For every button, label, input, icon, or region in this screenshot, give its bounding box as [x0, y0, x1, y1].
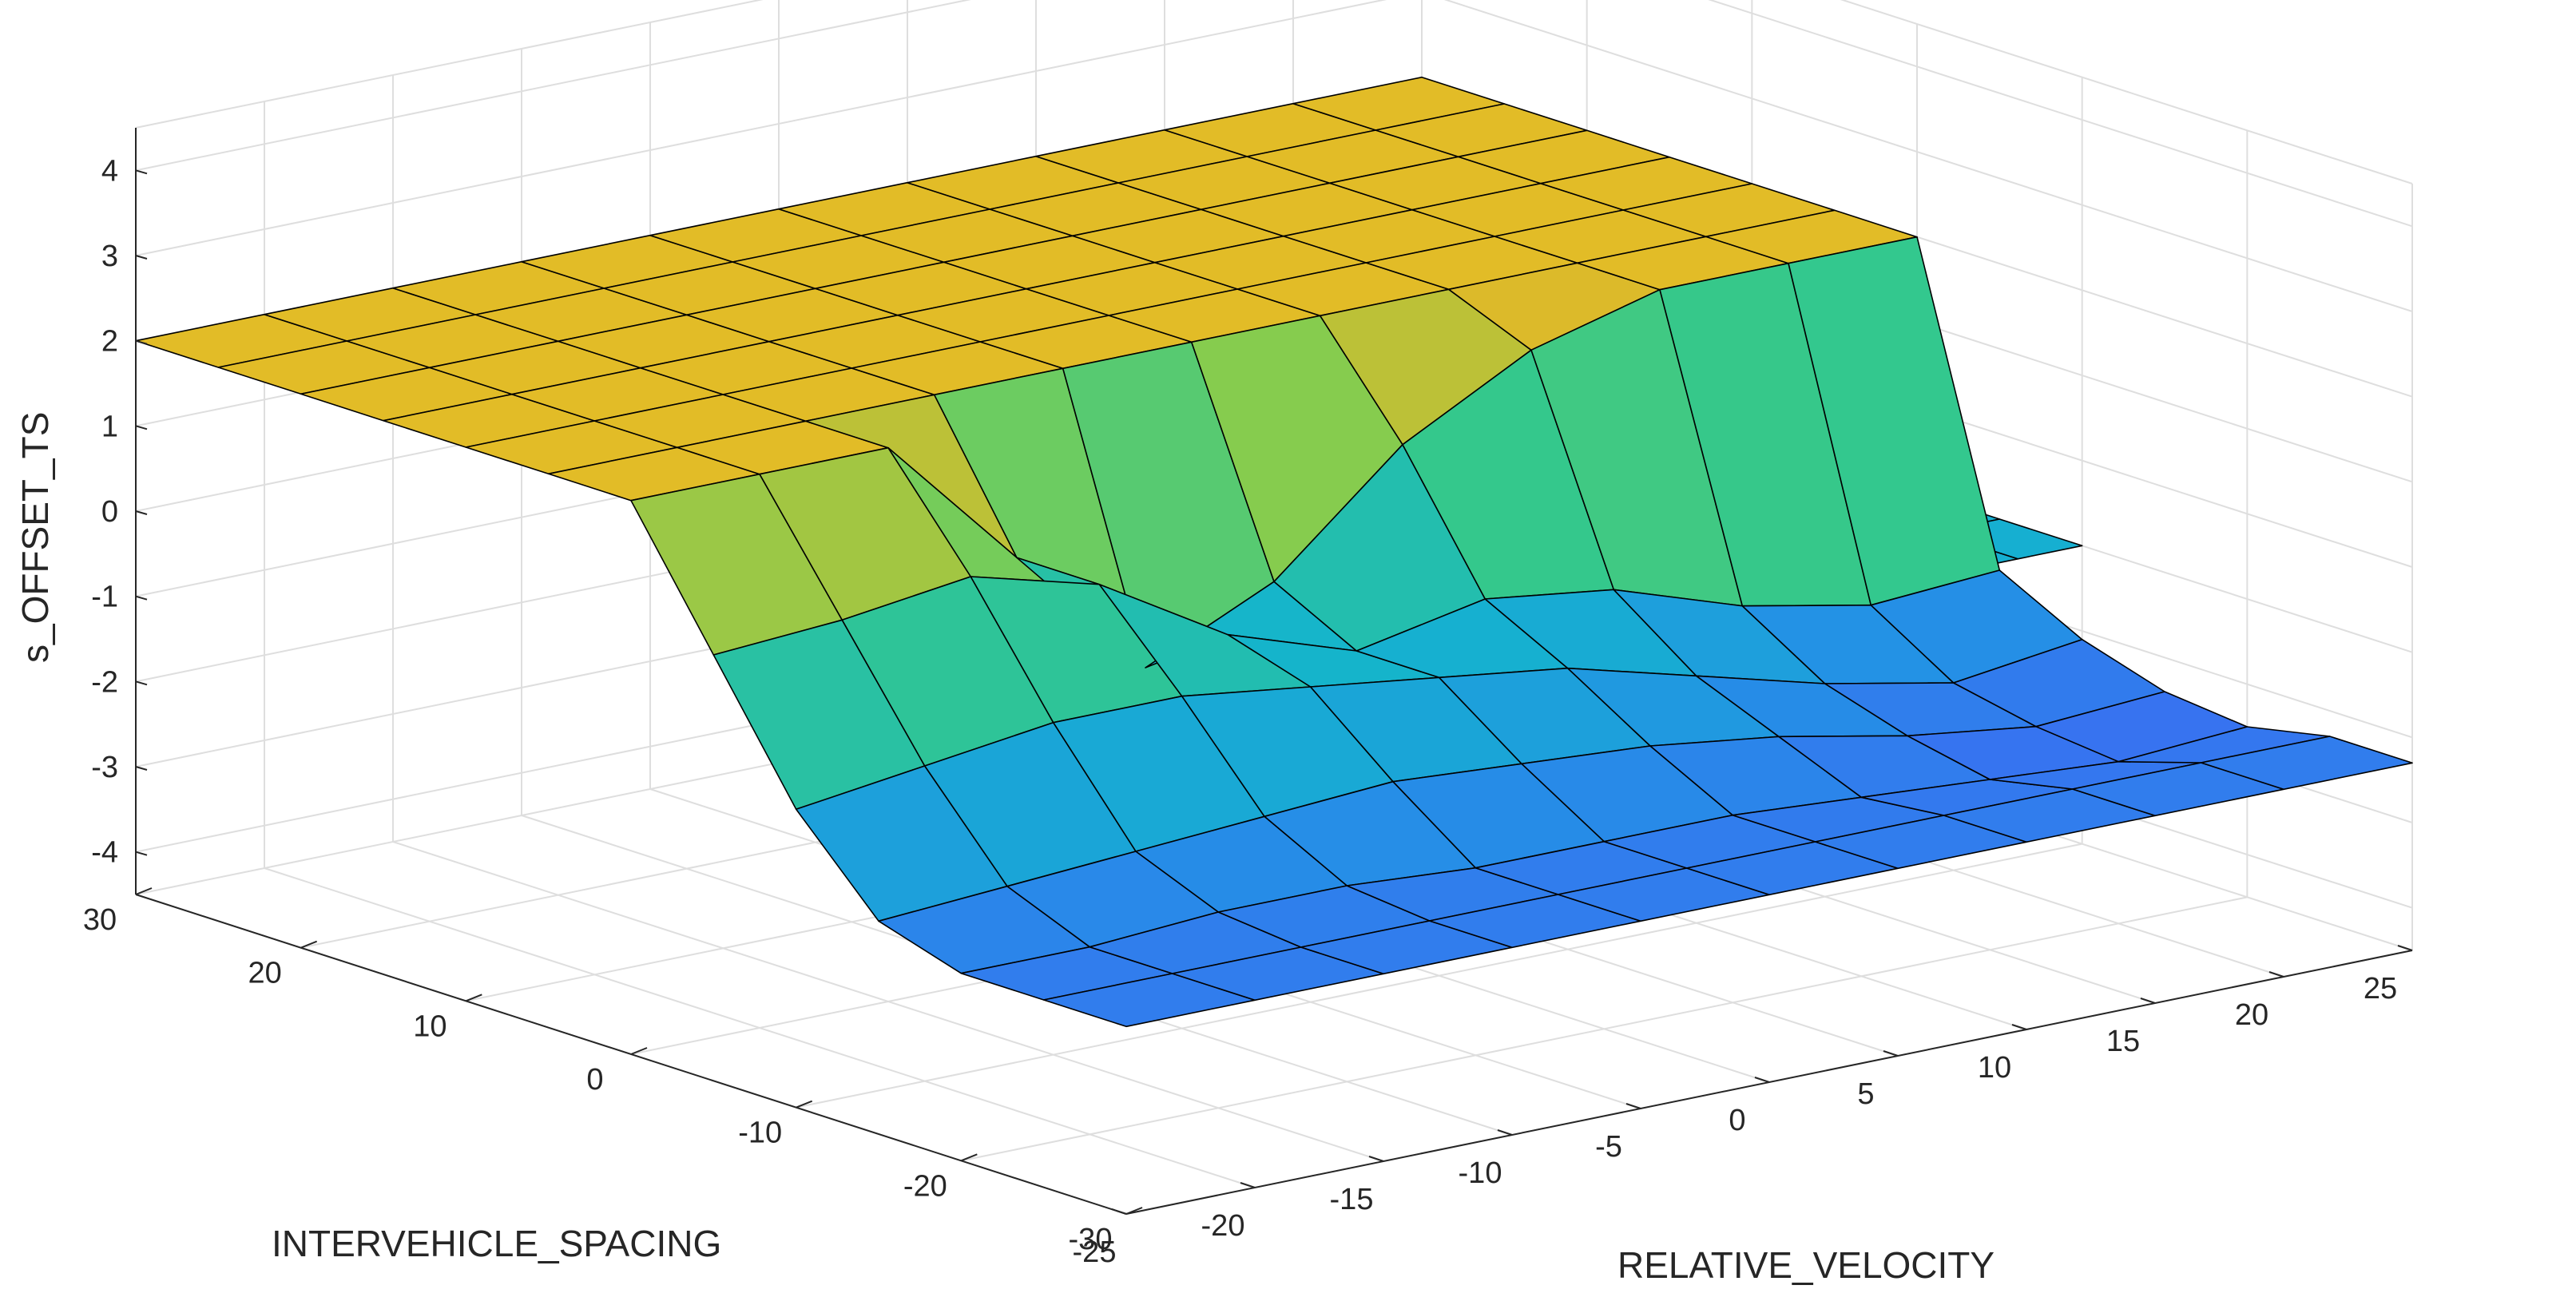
- z-tick-label: 3: [101, 240, 118, 273]
- y-tick-label: -20: [903, 1169, 947, 1203]
- x-tick-mark: [1240, 1182, 1256, 1188]
- x-tick-mark: [1111, 1208, 1127, 1215]
- y-tick-mark: [1125, 1207, 1143, 1215]
- x-tick-label: -10: [1459, 1156, 1502, 1190]
- x-axis-title: RELATIVE_VELOCITY: [1617, 1244, 1995, 1286]
- z-tick-label: 0: [101, 495, 118, 529]
- z-tick-mark: [135, 339, 148, 345]
- y-axis-title: INTERVEHICLE_SPACING: [272, 1223, 721, 1264]
- x-tick-label: -5: [1595, 1130, 1622, 1164]
- y-tick-label: -30: [1069, 1223, 1113, 1256]
- xz-wall-grid-z: [135, 0, 1387, 256]
- surface-facets: [135, 76, 2413, 1028]
- y-tick-mark: [135, 887, 153, 895]
- x-tick-mark: [2011, 1024, 2027, 1030]
- z-tick-label: 2: [101, 325, 118, 359]
- z-tick-mark: [135, 169, 148, 175]
- x-tick-mark: [1883, 1050, 1899, 1057]
- z-tick-mark: [135, 680, 148, 686]
- x-tick-label: 10: [1978, 1051, 2011, 1085]
- z-tick-label: 4: [101, 154, 118, 188]
- z-tick-mark: [135, 851, 148, 856]
- z-tick-label: -4: [91, 836, 118, 870]
- tick-labels: -25-20-15-10-50510152025-30-20-100102030…: [83, 154, 2397, 1269]
- z-tick-mark: [135, 255, 148, 260]
- z-tick-mark: [135, 595, 148, 601]
- x-tick-label: -15: [1330, 1183, 1374, 1216]
- x-tick-label: -25: [1073, 1236, 1117, 1269]
- x-tick-label: -20: [1201, 1209, 1245, 1243]
- z-tick-mark: [135, 510, 148, 515]
- y-tick-mark: [300, 940, 318, 949]
- z-tick-mark: [135, 766, 148, 771]
- x-tick-label: 5: [1857, 1077, 1874, 1111]
- y-tick-label: 0: [586, 1063, 603, 1097]
- x-tick-label: 25: [2364, 972, 2397, 1005]
- y-tick-label: 30: [83, 903, 117, 937]
- x-tick-label: 0: [1729, 1104, 1745, 1137]
- wall-edge: [1840, 0, 2413, 184]
- y-tick-mark: [465, 994, 482, 1002]
- wall-edge: [135, 0, 764, 129]
- x-tick-mark: [2397, 945, 2413, 951]
- y-tick-label: 20: [248, 957, 282, 990]
- z-tick-mark: [135, 425, 148, 430]
- y-tick-mark: [960, 1153, 978, 1162]
- x-tick-mark: [2140, 998, 2156, 1004]
- yz-wall-grid-z: [1443, 0, 2413, 312]
- axes: [135, 128, 2413, 1215]
- floor-grid-y: [796, 843, 2082, 1109]
- yz-wall-grid-z: [1708, 0, 2413, 228]
- z-tick-label: -1: [91, 581, 118, 614]
- z-tick-label: -3: [91, 751, 118, 784]
- x-tick-mark: [1497, 1129, 1513, 1136]
- z-tick-label: 1: [101, 410, 118, 443]
- surface-facet: [2200, 736, 2413, 791]
- y-tick-label: 10: [413, 1009, 447, 1043]
- x-tick-label: 20: [2235, 998, 2268, 1032]
- xz-wall-grid-z: [135, 0, 971, 172]
- y-tick-mark: [796, 1100, 813, 1109]
- floor-grid-y: [961, 896, 2248, 1162]
- x-tick-mark: [1625, 1103, 1641, 1109]
- z-tick-label: -2: [91, 665, 118, 699]
- y-tick-mark: [630, 1047, 648, 1055]
- x-tick-mark: [1368, 1156, 1384, 1162]
- y-tick-label: -10: [738, 1117, 782, 1150]
- x-tick-mark: [2268, 971, 2284, 978]
- z-axis-title: s_OFFSET_TS: [14, 412, 56, 663]
- x-tick-label: 15: [2106, 1025, 2140, 1058]
- x-tick-mark: [1754, 1077, 1770, 1083]
